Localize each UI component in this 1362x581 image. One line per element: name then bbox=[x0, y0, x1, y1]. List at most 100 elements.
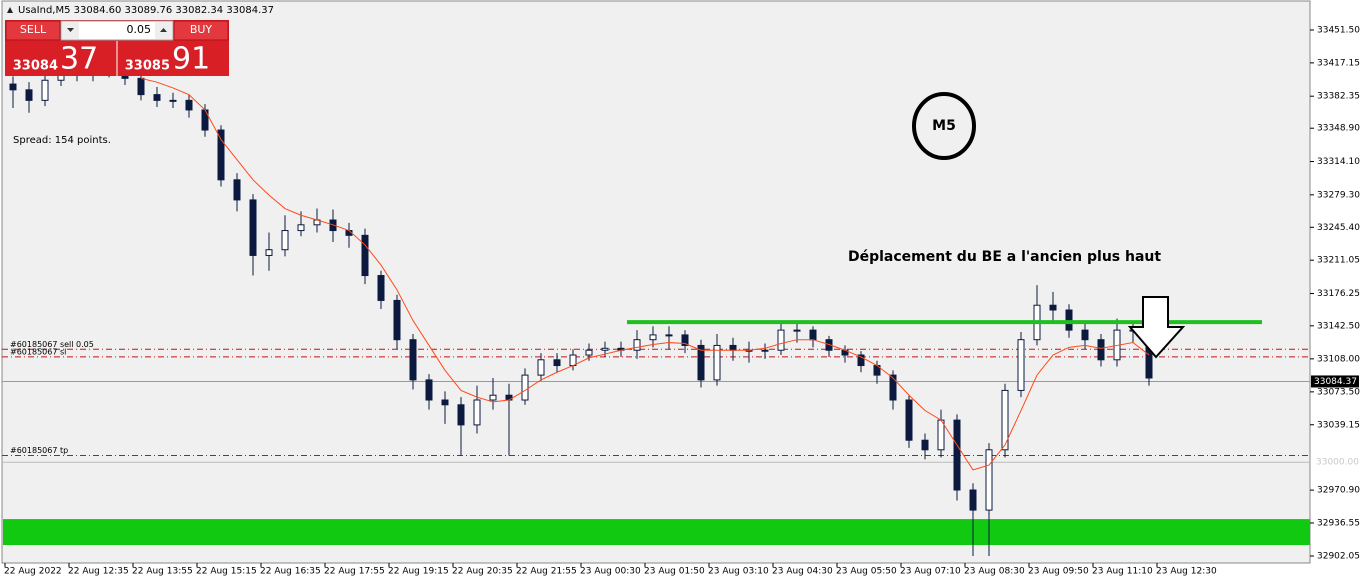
x-tick-label: 23 Aug 00:30 bbox=[580, 567, 641, 577]
candle-body bbox=[169, 99, 177, 102]
y-tick-label: 33417.15 bbox=[1317, 58, 1360, 68]
header: UsaInd,M5 33084.60 33089.76 33082.34 330… bbox=[18, 5, 274, 16]
y-tick-label: 33108.00 bbox=[1317, 354, 1360, 364]
y-tick-label: 32970.90 bbox=[1317, 486, 1360, 496]
moving-average bbox=[140, 77, 1150, 471]
x-tick-label: 22 Aug 12:35 bbox=[68, 567, 129, 577]
buy-price: 33085 bbox=[125, 59, 170, 74]
y-tick-label: 32902.05 bbox=[1317, 552, 1360, 562]
candle-body bbox=[585, 349, 593, 356]
x-tick-label: 22 Aug 19:15 bbox=[388, 567, 449, 577]
candle-body bbox=[233, 179, 241, 201]
candle-body bbox=[265, 249, 273, 256]
x-tick-label: 23 Aug 12:30 bbox=[1156, 567, 1217, 577]
x-tick-label: 23 Aug 01:50 bbox=[644, 567, 705, 577]
y-tick-label: 33314.10 bbox=[1317, 157, 1360, 167]
candle-body bbox=[1049, 304, 1057, 311]
x-tick-label: 23 Aug 04:30 bbox=[772, 567, 833, 577]
buy-pips: 91 bbox=[172, 42, 210, 77]
y-tick-label: 33245.40 bbox=[1317, 223, 1360, 233]
candle-body bbox=[809, 329, 817, 341]
y-tick-label: 32936.55 bbox=[1317, 518, 1360, 528]
candle-body bbox=[361, 234, 369, 277]
zone bbox=[3, 519, 1310, 546]
candle-body bbox=[601, 347, 609, 351]
arrow bbox=[1127, 296, 1186, 359]
y-tick-label: 33279.30 bbox=[1317, 190, 1360, 200]
candle-body bbox=[649, 334, 657, 341]
candle-body bbox=[889, 374, 897, 401]
candle-body bbox=[1065, 309, 1073, 331]
candle-body bbox=[441, 399, 449, 406]
candle-body bbox=[281, 230, 289, 251]
buy-label: BUY bbox=[190, 23, 213, 36]
annotation: Déplacement du BE a l'ancien plus haut bbox=[848, 249, 1161, 265]
buy-button[interactable] bbox=[173, 20, 229, 41]
x-tick-label: 22 Aug 17:55 bbox=[324, 567, 385, 577]
candle-body bbox=[297, 224, 305, 232]
lot-input[interactable] bbox=[60, 20, 174, 41]
candle-body bbox=[537, 359, 545, 376]
candle-body bbox=[697, 344, 705, 381]
up-icon bbox=[160, 28, 167, 32]
order-label: #60185067 sl bbox=[10, 347, 66, 356]
candle-body bbox=[425, 379, 433, 401]
x-tick-label: 22 Aug 13:55 bbox=[132, 567, 193, 577]
down-icon bbox=[67, 28, 74, 32]
candle-body bbox=[761, 349, 769, 352]
candle-body bbox=[937, 419, 945, 451]
candle-body bbox=[553, 359, 561, 367]
icon bbox=[7, 7, 13, 13]
y-tick-label: 33382.35 bbox=[1317, 92, 1360, 102]
candle-body bbox=[217, 129, 225, 181]
candle-body bbox=[713, 344, 721, 381]
x-tick-label: 23 Aug 08:30 bbox=[964, 567, 1025, 577]
x-tick-label: 22 Aug 15:15 bbox=[196, 567, 257, 577]
candle-body bbox=[729, 344, 737, 351]
sell-label: SELL bbox=[20, 23, 47, 36]
y-tick-label: 33348.90 bbox=[1317, 124, 1360, 134]
sell-pips: 37 bbox=[60, 42, 98, 77]
candle-body bbox=[665, 334, 673, 337]
candle-body bbox=[41, 79, 49, 101]
candle-body bbox=[857, 354, 865, 367]
candle-body bbox=[953, 419, 961, 491]
x-tick-label: 23 Aug 05:50 bbox=[836, 567, 897, 577]
candle-body bbox=[1001, 389, 1009, 451]
y-tick-label: 33073.50 bbox=[1317, 387, 1360, 397]
candle-body bbox=[9, 83, 17, 91]
y-tick-label: 33142.50 bbox=[1317, 321, 1360, 331]
candle-body bbox=[137, 77, 145, 96]
candle-body bbox=[569, 354, 577, 367]
order-label: #60185067 sell 0.05 bbox=[10, 340, 94, 349]
candle-body bbox=[489, 394, 497, 401]
candle-body bbox=[1017, 339, 1025, 391]
sell-price: 33084 bbox=[13, 59, 58, 74]
candle-body bbox=[905, 399, 913, 441]
x-tick-label: 22 Aug 2022 bbox=[4, 567, 62, 577]
y-tick-label: 33451.50 bbox=[1317, 25, 1360, 35]
candle-body bbox=[409, 339, 417, 381]
plot-area bbox=[1, 0, 1311, 564]
candle-body bbox=[681, 334, 689, 346]
candle-body bbox=[473, 399, 481, 426]
candle-body bbox=[969, 489, 977, 511]
y-tick-label: 33176.25 bbox=[1317, 289, 1360, 299]
candle-body bbox=[921, 439, 929, 451]
lot-value: 0.05 bbox=[127, 23, 152, 36]
candle-body bbox=[793, 329, 801, 332]
candle-body bbox=[377, 275, 385, 301]
x-tick-label: 22 Aug 21:55 bbox=[516, 567, 577, 577]
x-tick-label: 22 Aug 16:35 bbox=[260, 567, 321, 577]
y-tick-label: 33211.05 bbox=[1317, 256, 1360, 266]
x-tick-label: 23 Aug 03:10 bbox=[708, 567, 769, 577]
x-tick-label: 23 Aug 07:10 bbox=[900, 567, 961, 577]
order-label: #60185067 tp bbox=[10, 446, 68, 455]
candle-body bbox=[153, 94, 161, 101]
sell-button[interactable] bbox=[5, 20, 61, 41]
candle-body bbox=[985, 449, 993, 511]
x-tick-label: 23 Aug 09:50 bbox=[1028, 567, 1089, 577]
price-label: 33084.37 bbox=[1314, 377, 1357, 387]
